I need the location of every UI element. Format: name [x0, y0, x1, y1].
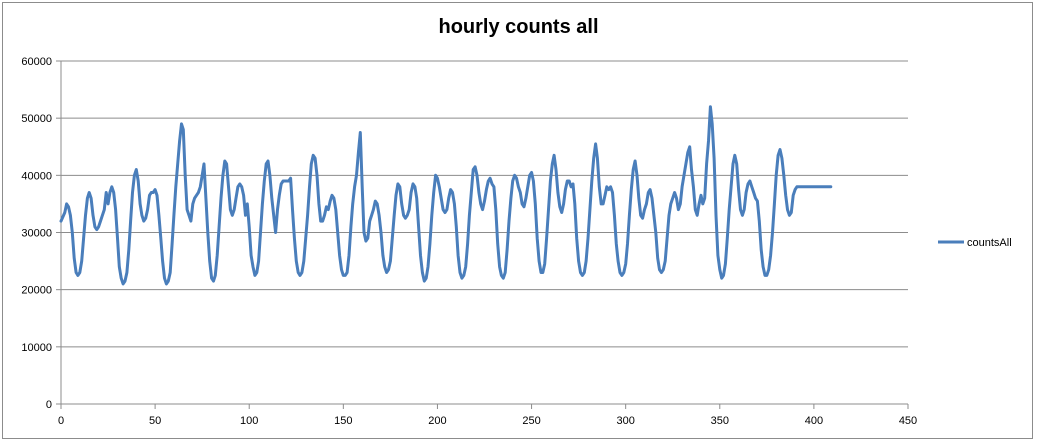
y-tick-label: 0: [46, 399, 52, 411]
y-tick-labels: 0 10000 20000 30000 40000 50000 60000: [21, 56, 52, 411]
x-tick-label: 450: [899, 415, 917, 427]
axes: [56, 60, 909, 409]
legend-label-countsAll: countsAll: [967, 237, 1012, 249]
x-tick-label: 0: [58, 415, 64, 427]
x-tick-label: 100: [240, 415, 258, 427]
y-tick-label: 20000: [21, 285, 52, 297]
x-tick-label: 400: [805, 415, 823, 427]
y-tick-label: 10000: [21, 342, 52, 354]
x-tick-label: 250: [522, 415, 540, 427]
y-tick-label: 40000: [21, 170, 52, 182]
x-tick-label: 200: [428, 415, 446, 427]
x-tick-label: 50: [149, 415, 161, 427]
plot-area: [59, 105, 833, 286]
gridlines: [61, 60, 908, 348]
chart-title: hourly counts all: [438, 16, 599, 38]
y-tick-label: 30000: [21, 228, 52, 240]
x-tick-label: 300: [616, 415, 634, 427]
legend: countsAll: [938, 237, 1012, 249]
y-tick-label: 60000: [21, 56, 52, 68]
y-tick-label: 50000: [21, 113, 52, 125]
x-tick-label: 350: [711, 415, 729, 427]
x-tick-labels: 0 50 100 150 200 250 300 350 400 450: [58, 415, 917, 427]
x-tick-label: 150: [334, 415, 352, 427]
series-line-countsAll: [59, 105, 833, 286]
